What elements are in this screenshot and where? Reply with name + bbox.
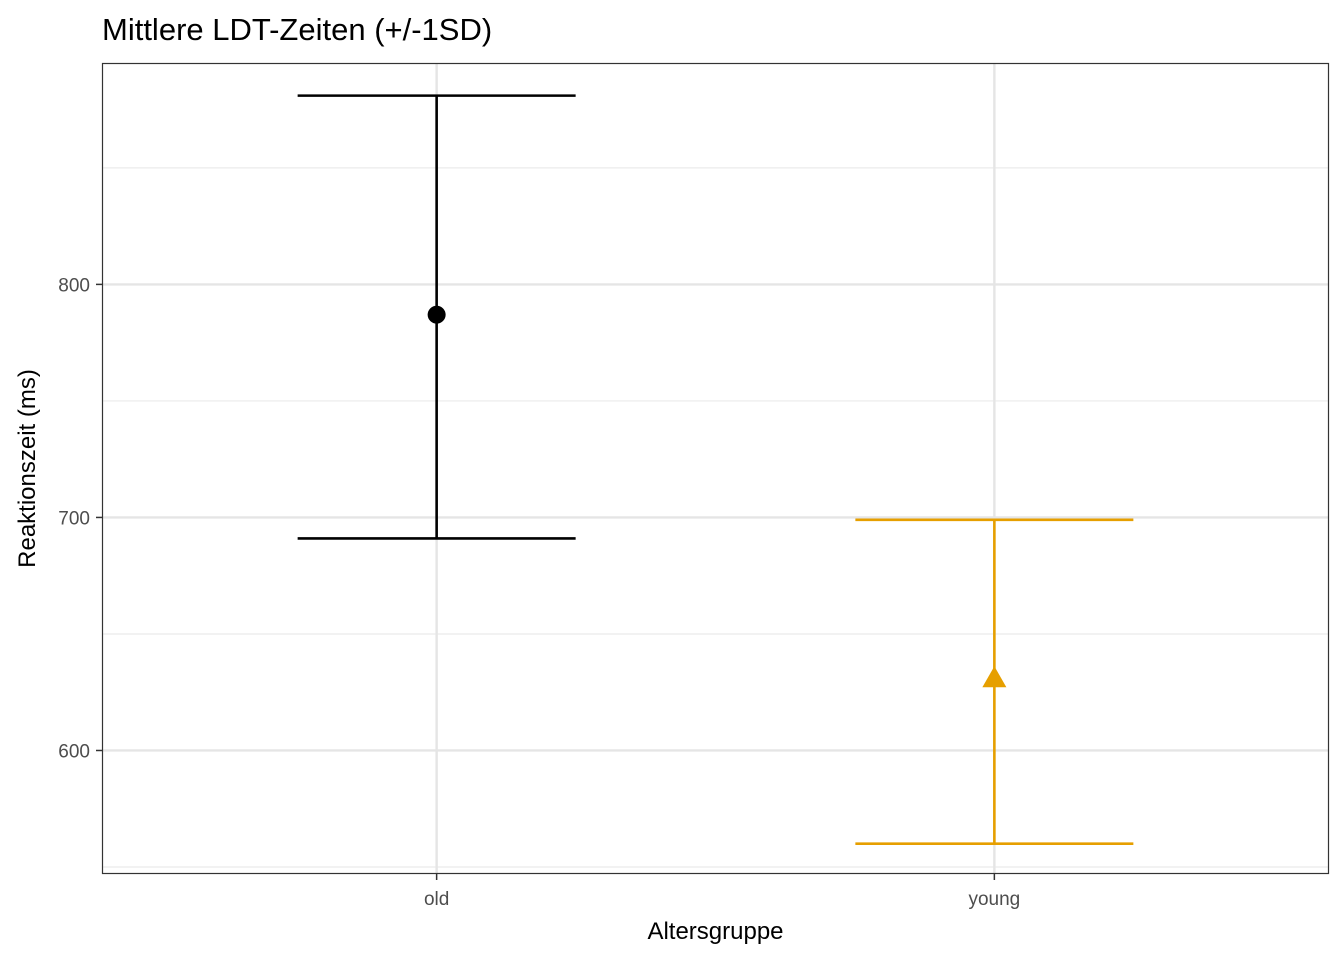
y-tick-label-700: 700: [58, 508, 90, 529]
y-tick-label-600: 600: [58, 741, 90, 762]
panel-border: [101, 62, 1330, 875]
y-tick-label-800: 800: [58, 275, 90, 296]
mean-point-old: [427, 305, 446, 324]
x-axis-title: Altersgruppe: [647, 918, 783, 945]
errorbar-old: [297, 94, 576, 540]
data-marks: [297, 94, 1134, 846]
y-axis-title: Reaktionszeit (ms): [14, 369, 41, 568]
mean-point-young: [982, 666, 1007, 688]
grid-lines: [102, 63, 1329, 874]
x-tick-label-young: young: [968, 889, 1020, 910]
plot-panel: [101, 62, 1330, 875]
chart-title: Mittlere LDT-Zeiten (+/-1SD): [102, 12, 492, 47]
panel-background: [102, 63, 1329, 874]
errorbar-young: [855, 518, 1134, 846]
y-axis: 600 700 800: [58, 275, 102, 762]
x-axis: old young: [424, 874, 1020, 910]
x-tick-label-old: old: [424, 889, 449, 910]
